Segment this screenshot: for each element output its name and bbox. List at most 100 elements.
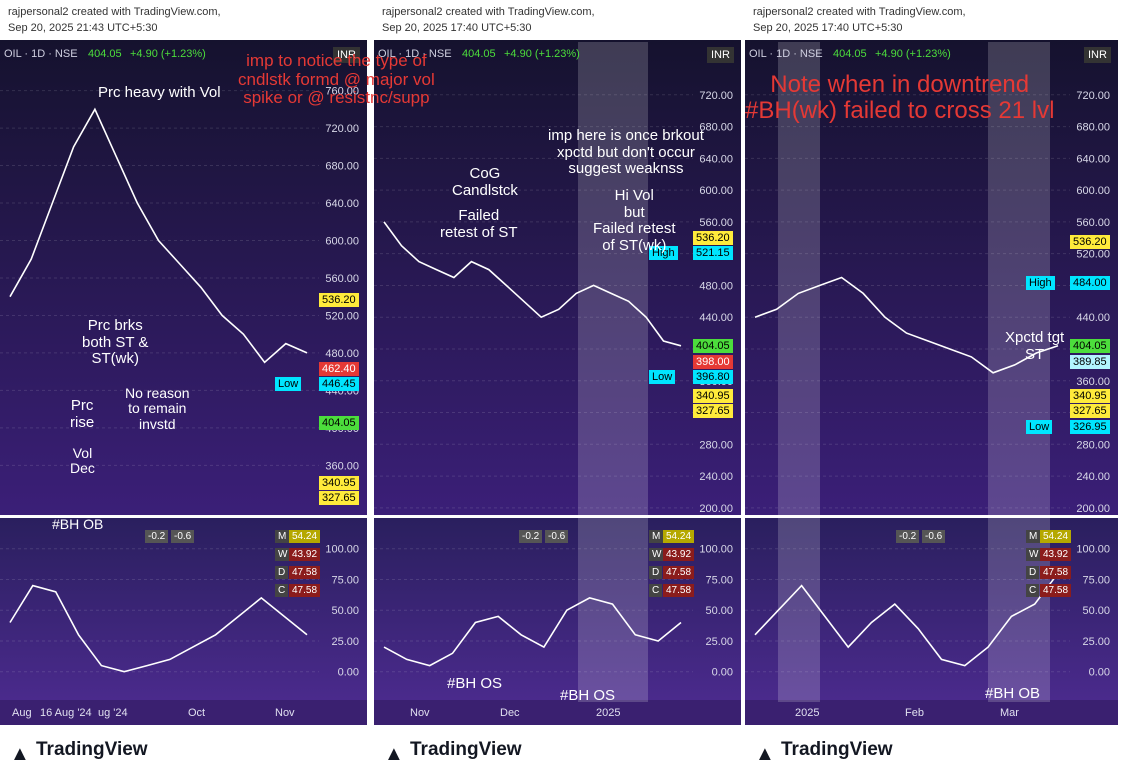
legend-price: 404.05 [462,48,496,60]
tag-label: Low [1026,420,1053,435]
osc-key: D [275,566,289,579]
time-axis [745,700,1118,725]
time-label: Aug [12,707,32,719]
annotation: Vol Dec [70,445,95,477]
y-tick-label: 480.00 [699,280,733,292]
footer-logo: TradingView [781,739,893,760]
annotation: CoG Candlstck [452,165,518,199]
highlight-band [578,42,648,702]
y-tick-label: 25.00 [331,636,359,648]
y-tick-label: 75.00 [331,574,359,586]
osc-key: C [1026,584,1040,597]
price-tag: 462.40 [319,362,359,377]
legend-change: +4.90 (+1.23%) [875,48,951,60]
highlight-band [778,42,820,702]
y-tick-label: 480.00 [325,348,359,360]
price-line [9,584,308,673]
header-date: Sep 20, 2025 17:40 UTC+5:30 [382,22,532,34]
y-tick-label: 760.00 [325,86,359,98]
osc-key: M [649,530,664,543]
legend-change: +4.90 (+1.23%) [130,48,206,60]
legend-change: +4.90 (+1.23%) [504,48,580,60]
footer-logo: TradingView [36,739,148,760]
y-tick-label: 0.00 [712,667,733,679]
currency: INR [1084,47,1111,64]
header-author: rajpersonal2 created with TradingView.co… [382,6,595,18]
osc-value: 54.24 [289,530,321,543]
y-tick-label: 280.00 [1076,439,1110,451]
annotation: #BH OS [447,675,503,692]
price-tag: 327.65 [693,404,733,419]
highlight-band [988,42,1050,702]
y-tick-label: 720.00 [325,123,359,135]
osc-key: D [649,566,663,579]
price-tag: 536.20 [1070,235,1110,250]
y-tick-label: 600.00 [699,185,733,197]
price-tag: 340.95 [693,389,733,404]
time-label: 16 Aug '24 [40,707,92,719]
osc-value: 43.92 [663,548,695,561]
currency: INR [707,47,734,64]
osc-tag: -0.6 [545,530,569,543]
y-tick-label: 680.00 [699,122,733,134]
logo-mark: ▲ [755,743,775,765]
osc-value: 54.24 [1040,530,1072,543]
tag-label: High [649,246,678,261]
y-tick-label: 520.00 [1076,249,1110,261]
osc-key: M [275,530,290,543]
price-tag: 327.65 [319,491,359,506]
osc-pane [374,518,741,700]
osc-tag: -0.6 [922,530,946,543]
legend-price: 404.05 [833,48,867,60]
osc-tag: -0.2 [896,530,920,543]
y-tick-label: 50.00 [705,605,733,617]
y-tick-label: 560.00 [1076,217,1110,229]
osc-tag: -0.6 [171,530,195,543]
y-tick-label: 75.00 [1082,574,1110,586]
header-author: rajpersonal2 created with TradingView.co… [8,6,221,18]
price-pane [0,40,367,515]
y-tick-label: 200.00 [1076,503,1110,515]
osc-pane [0,518,367,700]
osc-value: 47.58 [1040,584,1072,597]
osc-value: 47.58 [289,566,321,579]
tag-label: Low [275,377,302,392]
y-tick-label: 640.00 [1076,153,1110,165]
price-tag: 521.15 [693,246,733,261]
y-tick-label: 100.00 [325,544,359,556]
y-tick-label: 280.00 [699,439,733,451]
y-tick-label: 440.00 [699,312,733,324]
y-tick-label: 0.00 [1089,667,1110,679]
osc-value: 43.92 [1040,548,1072,561]
y-tick-label: 560.00 [325,273,359,285]
osc-key: W [1026,548,1042,561]
osc-key: W [275,548,291,561]
logo-mark: ▲ [384,743,404,765]
y-tick-label: 640.00 [325,198,359,210]
price-line [754,276,1059,374]
price-tag: 340.95 [1070,389,1110,404]
y-tick-label: 75.00 [705,574,733,586]
y-tick-label: 680.00 [1076,122,1110,134]
time-label: 2025 [596,707,621,719]
annotation: #BH OB [52,516,104,532]
price-line [383,221,682,347]
annotation: Xpctd tgt ST [1005,329,1065,363]
annotation: Prc brks both ST & ST(wk) [82,317,149,367]
y-tick-label: 240.00 [1076,471,1110,483]
osc-key: M [1026,530,1041,543]
osc-tag: -0.2 [145,530,169,543]
legend-symbol: OIL · 1D · NSE [749,48,823,60]
y-tick-label: 100.00 [699,544,733,556]
y-tick-label: 680.00 [325,161,359,173]
legend-symbol: OIL · 1D · NSE [4,48,78,60]
y-tick-label: 440.00 [1076,312,1110,324]
annotation: Prc heavy with Vol [98,84,221,101]
y-tick-label: 600.00 [325,235,359,247]
price-tag: 326.95 [1070,420,1110,435]
price-tag: 404.05 [693,339,733,354]
y-tick-label: 50.00 [1082,605,1110,617]
annotation: #BH OB [985,685,1041,702]
osc-value: 43.92 [289,548,321,561]
y-tick-label: 600.00 [1076,185,1110,197]
